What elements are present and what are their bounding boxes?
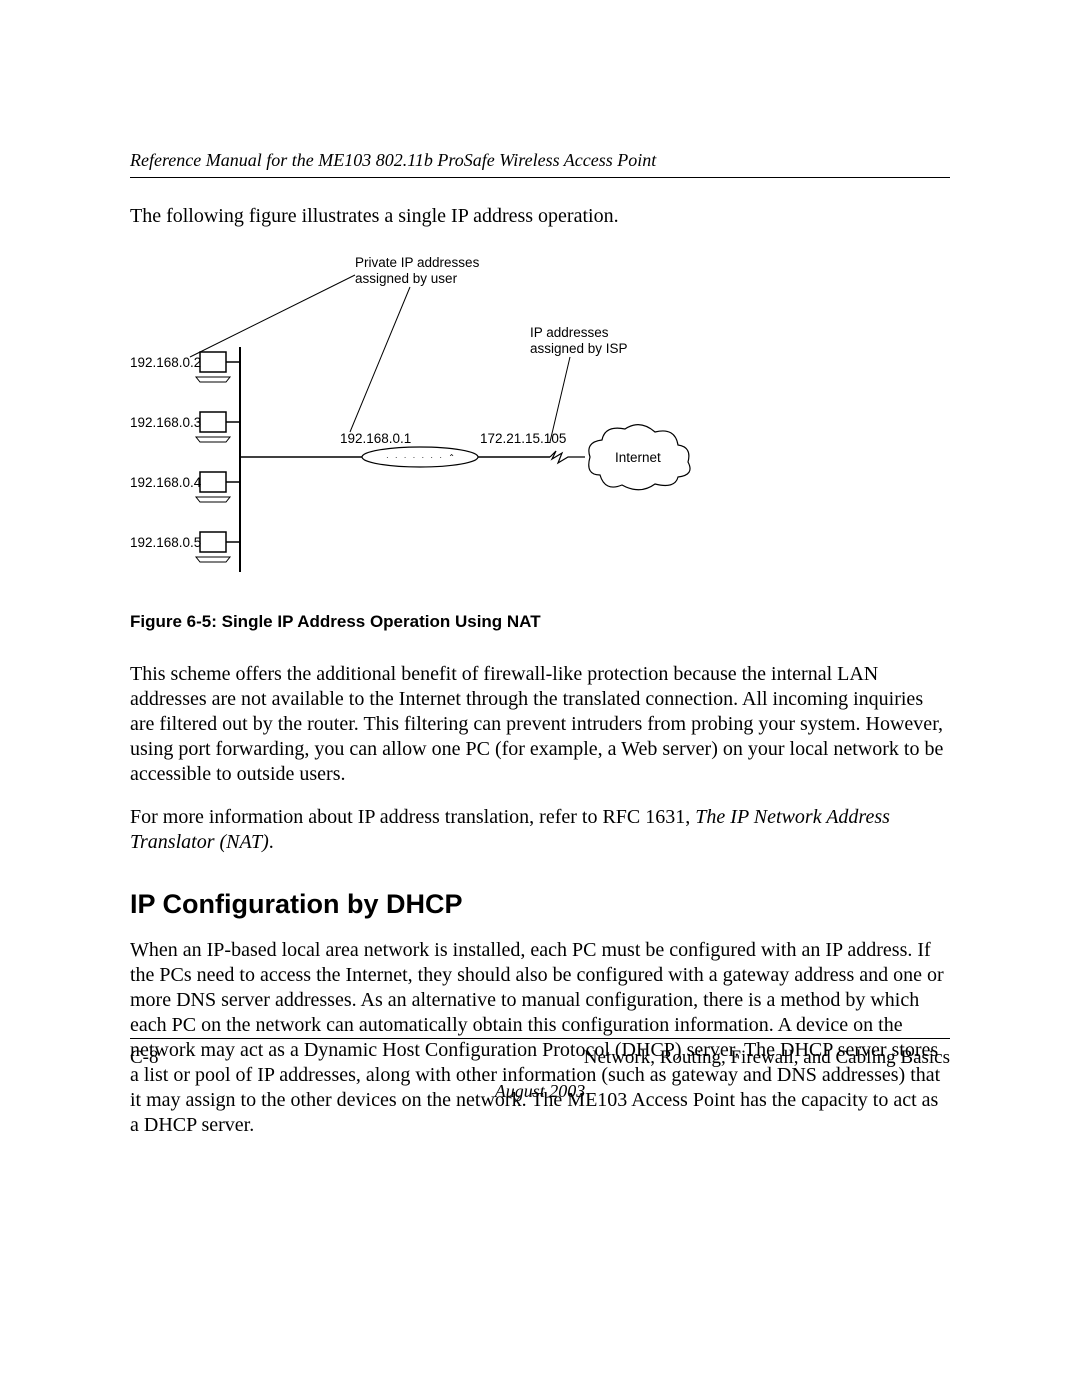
router-icon: · · · · · · · ⌃ 192.168.0.1 172.21.15.10… <box>340 431 566 467</box>
para2-part-c: . <box>269 831 274 853</box>
paragraph-1: This scheme offers the additional benefi… <box>130 662 950 787</box>
paragraph-2: For more information about IP address tr… <box>130 805 950 855</box>
svg-text:· · · · · · · ⌃: · · · · · · · ⌃ <box>386 453 457 462</box>
pc-1: 192.168.0.2 <box>130 352 240 382</box>
page-footer: C-8 Network, Routing, Firewall, and Cabl… <box>130 1030 950 1102</box>
figure-caption: Figure 6-5: Single IP Address Operation … <box>130 612 950 632</box>
para2-part-a: For more information about IP address tr… <box>130 806 695 828</box>
footer-rule <box>130 1038 950 1039</box>
label-private-2: assigned by user <box>355 271 458 286</box>
footer-section: Network, Routing, Firewall, and Cabling … <box>584 1047 950 1069</box>
pc-ip-2: 192.168.0.3 <box>130 415 201 430</box>
intro-paragraph: The following figure illustrates a singl… <box>130 204 950 229</box>
label-isp-2: assigned by ISP <box>530 341 628 356</box>
pc-ip-1: 192.168.0.2 <box>130 355 201 370</box>
label-isp-1: IP addresses <box>530 325 609 340</box>
footer-page-num: C-8 <box>130 1047 159 1069</box>
router-wan-ip: 172.21.15.105 <box>480 431 566 446</box>
footer-date: August 2003 <box>130 1081 950 1102</box>
router-lan-ip: 192.168.0.1 <box>340 431 411 446</box>
header-rule <box>130 177 950 178</box>
label-private-1: Private IP addresses <box>355 255 480 270</box>
section-heading-dhcp: IP Configuration by DHCP <box>130 889 950 920</box>
header-title: Reference Manual for the ME103 802.11b P… <box>130 150 950 171</box>
nat-diagram: Private IP addresses assigned by user IP… <box>130 247 950 592</box>
pc-2: 192.168.0.3 <box>130 412 240 442</box>
cloud-label: Internet <box>615 450 661 465</box>
pc-3: 192.168.0.4 <box>130 472 240 502</box>
pc-ip-4: 192.168.0.5 <box>130 535 201 550</box>
pc-4: 192.168.0.5 <box>130 532 240 562</box>
pc-ip-3: 192.168.0.4 <box>130 475 202 490</box>
internet-cloud: Internet <box>589 425 690 490</box>
